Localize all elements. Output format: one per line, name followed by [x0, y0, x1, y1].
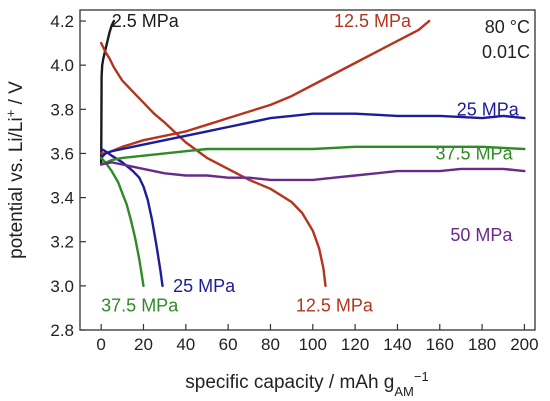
y-tick-label: 3.4	[50, 189, 74, 208]
y-axis-label-main: potential vs. Li/Li	[6, 117, 27, 259]
series-line-12-5-mpa-discharge	[100, 41, 327, 288]
x-tick-label: 100	[299, 335, 327, 354]
y-axis: 2.8 3.0 3.2 3.4 3.6 3.8 4.0 4.2	[50, 12, 86, 340]
x-tick-label: 120	[341, 335, 369, 354]
x-axis-label-sub: AM	[394, 384, 414, 399]
y-axis-label-tail: / V	[6, 81, 27, 110]
y-axis-label: potential vs. Li/Li+ / V	[3, 81, 28, 259]
series-line-2-5-mpa-charge	[100, 19, 116, 166]
x-axis-label-main: specific capacity / mAh g	[185, 372, 394, 393]
series-line-25-mpa-discharge	[100, 147, 164, 288]
series-line-37-5-mpa-charge	[100, 145, 526, 166]
x-tick-label: 0	[96, 335, 105, 354]
series-line-12-5-mpa-charge	[100, 19, 431, 155]
x-tick-label: 60	[219, 335, 238, 354]
x-tick-label: 40	[176, 335, 195, 354]
x-axis-label: specific capacity / mAh gAM−1	[185, 369, 428, 399]
series-label-25-mpa: 25 MPa	[457, 99, 520, 119]
condition-temperature: 80 °C	[485, 17, 530, 37]
x-tick-label: 200	[510, 335, 538, 354]
y-tick-label: 2.8	[50, 321, 74, 340]
series-label-37-5-mpa: 37.5 MPa	[436, 143, 514, 163]
y-tick-label: 3.6	[50, 144, 74, 163]
y-tick-label: 3.8	[50, 100, 74, 119]
series-label-37-5-mpa: 37.5 MPa	[101, 296, 179, 316]
plot-frame	[79, 9, 536, 331]
x-tick-label: 140	[383, 335, 411, 354]
series-line-50-mpa-charge	[100, 161, 526, 182]
series-label-12-5-mpa: 12.5 MPa	[296, 296, 374, 316]
y-tick-label: 4.2	[50, 12, 74, 31]
y-tick-label: 4.0	[50, 56, 74, 75]
plot-content	[100, 19, 526, 288]
x-axis: 0 20 40 60 80 100 120 140 160 180 200	[96, 324, 539, 354]
series-label-12-5-mpa: 12.5 MPa	[334, 11, 412, 31]
series-line-25-mpa-charge	[100, 112, 526, 160]
x-tick-label: 180	[468, 335, 496, 354]
series-label-50-mpa: 50 MPa	[450, 225, 513, 245]
x-tick-label: 80	[261, 335, 280, 354]
y-tick-label: 3.2	[50, 233, 74, 252]
series-label-2-5-mpa: 2.5 MPa	[112, 11, 180, 31]
y-axis-label-sup: +	[3, 110, 18, 118]
x-tick-label: 20	[134, 335, 153, 354]
x-tick-label: 160	[426, 335, 454, 354]
x-axis-label-sup: −1	[414, 369, 429, 384]
condition-rate: 0.01C	[482, 42, 530, 62]
series-line-37-5-mpa-discharge	[100, 156, 145, 288]
y-tick-label: 3.0	[50, 277, 74, 296]
series-label-25-mpa: 25 MPa	[173, 276, 236, 296]
